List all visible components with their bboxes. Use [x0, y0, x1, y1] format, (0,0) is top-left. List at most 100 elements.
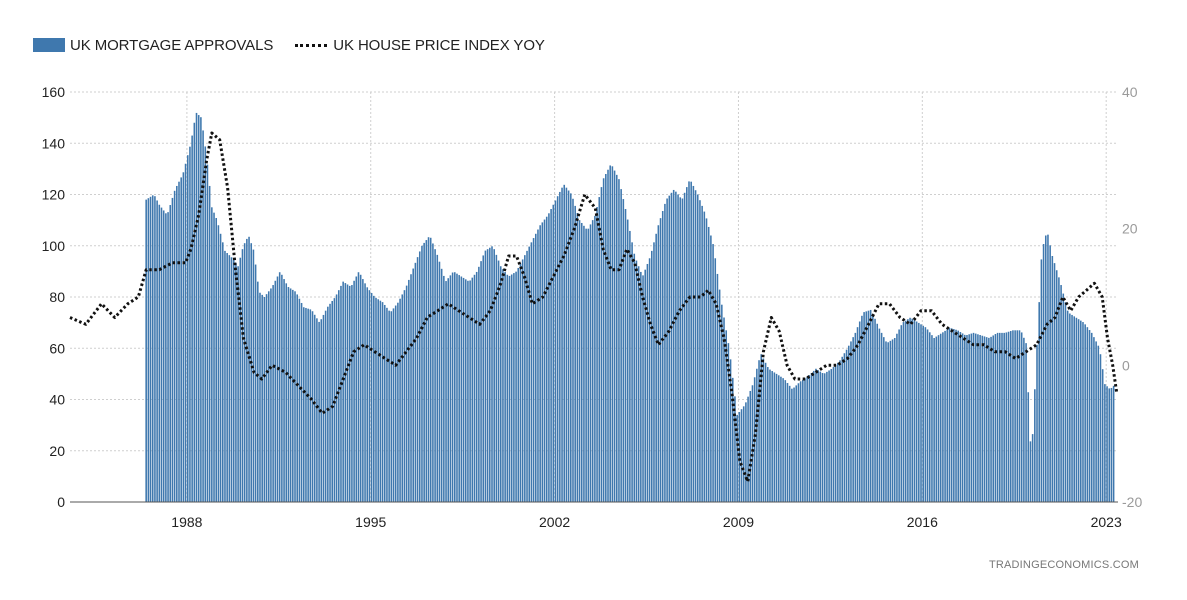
- bar-mortgage-approvals: [451, 272, 454, 502]
- bar-mortgage-approvals: [688, 181, 690, 502]
- bar-mortgage-approvals: [668, 195, 671, 502]
- bar-mortgage-approvals: [436, 254, 439, 502]
- bar-mortgage-approvals: [961, 333, 964, 502]
- bar-mortgage-approvals: [653, 242, 655, 503]
- bar-mortgage-approvals: [863, 312, 865, 502]
- bar-mortgage-approvals: [169, 205, 172, 502]
- bar-mortgage-approvals: [296, 294, 298, 502]
- x-tick-label: 2016: [907, 514, 938, 530]
- bar-mortgage-approvals: [182, 172, 185, 502]
- bar-mortgage-approvals: [491, 246, 493, 502]
- legend-item-mortgage-approvals[interactable]: UK MORTGAGE APPROVALS: [33, 37, 273, 54]
- bar-mortgage-approvals: [368, 290, 371, 502]
- bar-mortgage-approvals: [342, 281, 344, 502]
- bar-mortgage-approvals: [460, 276, 463, 502]
- bar-mortgage-approvals: [644, 269, 647, 502]
- bar-mortgage-approvals: [904, 320, 907, 502]
- bar-mortgage-approvals: [837, 362, 839, 502]
- bar-mortgage-approvals: [661, 211, 664, 502]
- bar-mortgage-approvals: [532, 238, 535, 502]
- bar-mortgage-approvals: [567, 190, 570, 502]
- bar-mortgage-approvals: [305, 307, 307, 502]
- bar-mortgage-approvals: [495, 254, 498, 502]
- bar-mortgage-approvals: [911, 318, 914, 502]
- bar-mortgage-approvals: [977, 334, 979, 502]
- bar-mortgage-approvals: [397, 302, 399, 502]
- bar-mortgage-approvals: [718, 289, 721, 502]
- bar-mortgage-approvals: [167, 212, 169, 502]
- bar-mortgage-approvals: [445, 281, 447, 502]
- bar-mortgage-approvals: [939, 333, 942, 502]
- y-left-tick-label: 120: [42, 187, 66, 203]
- bar-mortgage-approvals: [924, 327, 927, 502]
- bar-mortgage-approvals: [302, 307, 305, 502]
- bar-mortgage-approvals: [1012, 330, 1014, 502]
- bar-mortgage-approvals: [955, 329, 957, 502]
- bar-mortgage-approvals: [383, 304, 386, 502]
- bar-mortgage-approvals: [541, 222, 544, 502]
- bar-mortgage-approvals: [1055, 270, 1058, 502]
- bar-mortgage-approvals: [788, 385, 791, 502]
- bar-mortgage-approvals: [996, 332, 999, 502]
- bar-mortgage-approvals: [858, 321, 861, 502]
- bar-mortgage-approvals: [1036, 344, 1038, 502]
- bar-mortgage-approvals: [257, 281, 259, 502]
- legend-line-swatch: [295, 43, 328, 47]
- bar-mortgage-approvals: [399, 298, 401, 502]
- bar-mortgage-approvals: [178, 181, 180, 502]
- bar-mortgage-approvals: [486, 249, 489, 502]
- bar-mortgage-approvals: [633, 253, 636, 502]
- bar-mortgage-approvals: [1101, 369, 1104, 502]
- bar-mortgage-approvals: [981, 335, 984, 502]
- bar-mortgage-approvals: [948, 328, 951, 502]
- bar-mortgage-approvals: [994, 334, 997, 502]
- bar-mortgage-approvals: [401, 294, 404, 502]
- bar-mortgage-approvals: [517, 267, 520, 502]
- bar-mortgage-approvals: [710, 235, 712, 502]
- bar-mortgage-approvals: [896, 333, 898, 502]
- bar-mortgage-approvals: [241, 249, 244, 502]
- bar-mortgage-approvals: [618, 179, 620, 502]
- bar-mortgage-approvals: [145, 199, 147, 502]
- bar-mortgage-approvals: [640, 271, 642, 502]
- axis-layer: 0 20 40 60 80 100 120 140 160 -20 0 20 40 1988 1995 200…: [42, 84, 1143, 530]
- bar-mortgage-approvals: [423, 242, 425, 502]
- bar-mortgage-approvals: [283, 279, 285, 502]
- bar-mortgage-approvals: [869, 309, 872, 502]
- bar-mortgage-approvals: [795, 385, 798, 502]
- bar-mortgage-approvals: [742, 406, 745, 502]
- bar-mortgage-approvals: [979, 335, 981, 502]
- bar-mortgage-approvals: [171, 197, 174, 502]
- bar-mortgage-approvals: [1099, 354, 1102, 502]
- bar-mortgage-approvals: [703, 211, 706, 503]
- bar-mortgage-approvals: [670, 192, 673, 502]
- bar-mortgage-approvals: [475, 271, 478, 502]
- bar-mortgage-approvals: [274, 280, 277, 502]
- bar-mortgage-approvals: [889, 340, 892, 502]
- bar-mortgage-approvals: [250, 243, 253, 502]
- bar-mortgage-approvals: [454, 272, 456, 502]
- bar-mortgage-approvals: [1029, 441, 1032, 502]
- bar-mortgage-approvals: [841, 356, 843, 502]
- bar-mortgage-approvals: [804, 378, 806, 502]
- bar-mortgage-approvals: [1042, 244, 1045, 502]
- bar-mortgage-approvals: [1044, 235, 1047, 502]
- bar-mortgage-approvals: [1031, 434, 1034, 502]
- bar-mortgage-approvals: [324, 310, 327, 502]
- bar-mortgage-approvals: [493, 249, 495, 502]
- y-right-tick-label: -20: [1122, 494, 1142, 510]
- bar-mortgage-approvals: [631, 242, 633, 503]
- bar-mortgage-approvals: [828, 370, 830, 502]
- bar-mortgage-approvals: [1051, 256, 1054, 502]
- bar-series: [145, 112, 1115, 503]
- bar-mortgage-approvals: [373, 295, 375, 502]
- bar-mortgage-approvals: [510, 274, 513, 502]
- bar-mortgage-approvals: [626, 219, 629, 503]
- bar-mortgage-approvals: [734, 396, 736, 502]
- bar-mortgage-approvals: [1023, 337, 1025, 502]
- x-tick-label: 2023: [1091, 514, 1122, 530]
- legend-item-house-price-index[interactable]: UK HOUSE PRICE INDEX YOY: [295, 37, 545, 54]
- bar-mortgage-approvals: [333, 298, 336, 502]
- y-left-tick-label: 0: [57, 494, 65, 510]
- bar-mortgage-approvals: [642, 275, 644, 502]
